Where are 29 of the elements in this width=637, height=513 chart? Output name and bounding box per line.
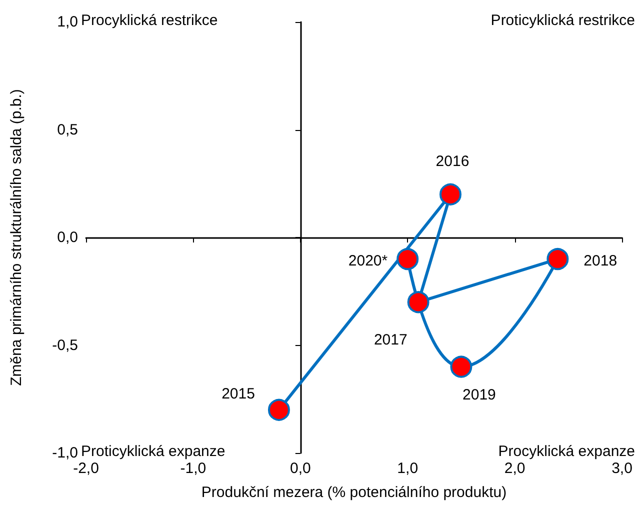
x-tick-label: 2,0 — [504, 460, 526, 477]
y-tick-label: 0,0 — [57, 229, 78, 246]
x-tick-label: 0,0 — [290, 460, 311, 477]
annotation: 2016 — [436, 152, 470, 170]
annotation: Proticyklická expanze — [81, 443, 226, 460]
point — [546, 248, 569, 270]
x-tick-label: -2,0 — [73, 460, 99, 477]
y-tick-label: 0,5 — [57, 121, 78, 138]
point — [407, 291, 430, 314]
annotation: 2015 — [222, 385, 255, 402]
x-tick-label: -1,0 — [180, 460, 206, 477]
y-axis-title: Změna primárního strukturálního salda (p.b.) — [8, 89, 25, 386]
point — [396, 248, 419, 270]
annotation: Proticyklická restrikce — [490, 12, 636, 29]
annotation: 2018 — [584, 252, 618, 270]
point — [268, 398, 290, 421]
y-tick-label: 1,0 — [57, 14, 78, 30]
annotation: 2020* — [348, 252, 388, 270]
annotation: 2017 — [374, 332, 408, 349]
annotation: 2019 — [462, 386, 496, 404]
y-tick-label: -0,5 — [52, 336, 78, 354]
annotation: Procyklická restrikce — [81, 12, 218, 29]
point — [450, 356, 472, 378]
x-tick-label: 3,0 — [612, 460, 632, 477]
point — [440, 183, 462, 206]
x-axis-title: Produkční mezera (% potenciálního produktu) — [201, 484, 507, 501]
x-tick-label: 1,0 — [397, 460, 418, 477]
y-tick-label: -1,0 — [52, 444, 78, 462]
annotation: Procyklická expanze — [498, 443, 636, 460]
